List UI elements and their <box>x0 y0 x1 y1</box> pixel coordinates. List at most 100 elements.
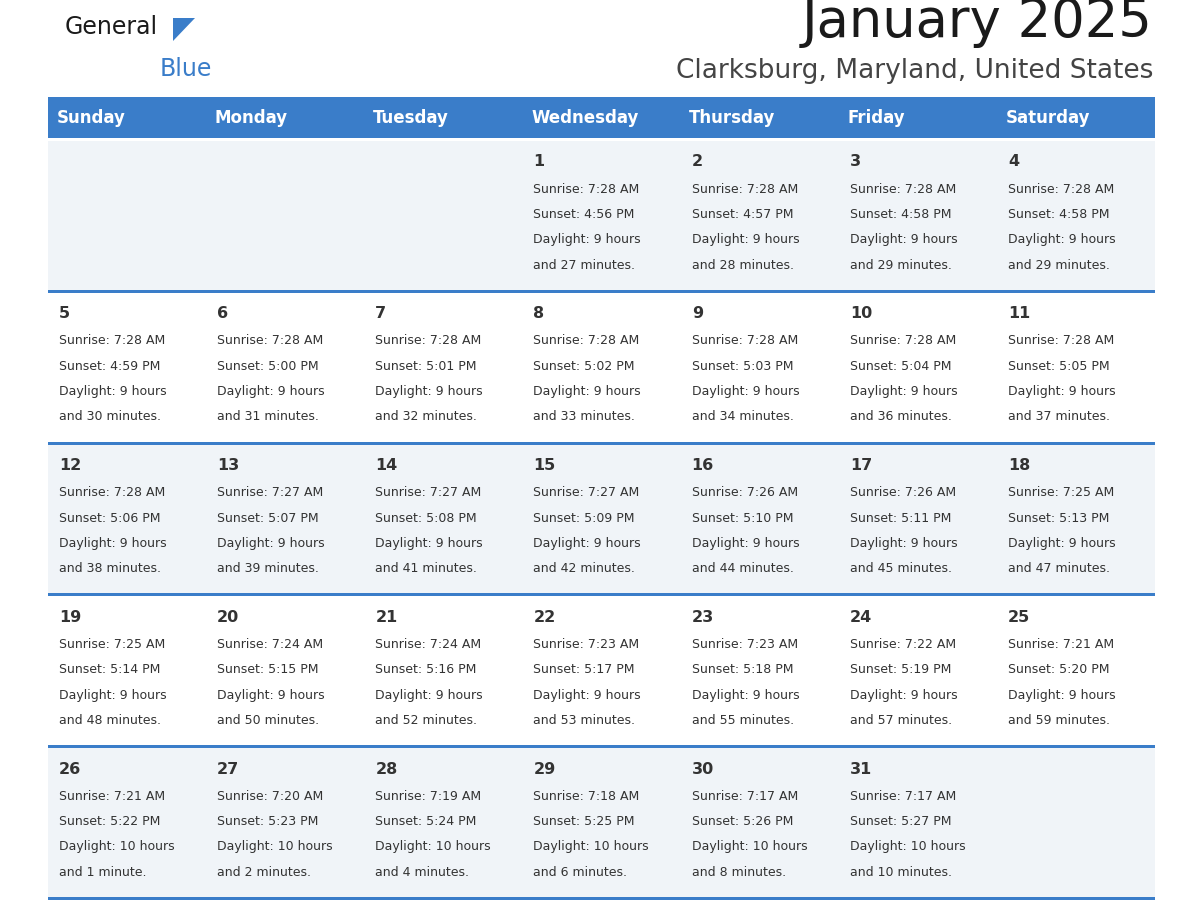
Text: Daylight: 10 hours: Daylight: 10 hours <box>375 841 491 854</box>
Text: Sunrise: 7:27 AM: Sunrise: 7:27 AM <box>217 487 323 499</box>
Text: Sunrise: 7:28 AM: Sunrise: 7:28 AM <box>1007 183 1114 196</box>
Text: Sunrise: 7:21 AM: Sunrise: 7:21 AM <box>1007 638 1114 651</box>
Text: 11: 11 <box>1007 307 1030 321</box>
Text: and 57 minutes.: and 57 minutes. <box>849 714 952 727</box>
Text: and 32 minutes.: and 32 minutes. <box>375 410 478 423</box>
Text: Sunset: 5:06 PM: Sunset: 5:06 PM <box>59 511 160 524</box>
Text: Sunrise: 7:19 AM: Sunrise: 7:19 AM <box>375 789 481 803</box>
Text: Sunrise: 7:27 AM: Sunrise: 7:27 AM <box>533 487 640 499</box>
Text: Sunrise: 7:24 AM: Sunrise: 7:24 AM <box>375 638 481 651</box>
Text: Daylight: 9 hours: Daylight: 9 hours <box>375 688 484 701</box>
Text: Sunset: 5:05 PM: Sunset: 5:05 PM <box>1007 360 1110 373</box>
Text: Sunset: 4:56 PM: Sunset: 4:56 PM <box>533 208 634 221</box>
Text: Sunrise: 7:28 AM: Sunrise: 7:28 AM <box>59 334 165 348</box>
Text: 15: 15 <box>533 458 556 473</box>
Text: Daylight: 9 hours: Daylight: 9 hours <box>533 688 642 701</box>
Text: 1: 1 <box>533 154 544 170</box>
Text: Daylight: 9 hours: Daylight: 9 hours <box>849 233 958 246</box>
Text: and 41 minutes.: and 41 minutes. <box>375 562 478 576</box>
Text: 6: 6 <box>217 307 228 321</box>
Text: and 28 minutes.: and 28 minutes. <box>691 259 794 272</box>
Text: 16: 16 <box>691 458 714 473</box>
Text: Sunset: 4:58 PM: Sunset: 4:58 PM <box>849 208 952 221</box>
Text: 8: 8 <box>533 307 544 321</box>
Text: Sunset: 5:19 PM: Sunset: 5:19 PM <box>849 664 952 677</box>
Text: Sunset: 5:22 PM: Sunset: 5:22 PM <box>59 815 160 828</box>
Text: Sunrise: 7:24 AM: Sunrise: 7:24 AM <box>217 638 323 651</box>
Text: Tuesday: Tuesday <box>373 109 449 127</box>
Text: Daylight: 10 hours: Daylight: 10 hours <box>217 841 333 854</box>
Text: Daylight: 10 hours: Daylight: 10 hours <box>691 841 808 854</box>
Text: Monday: Monday <box>215 109 287 127</box>
Text: Sunrise: 7:28 AM: Sunrise: 7:28 AM <box>59 487 165 499</box>
Text: Daylight: 9 hours: Daylight: 9 hours <box>533 385 642 398</box>
Text: and 37 minutes.: and 37 minutes. <box>1007 410 1110 423</box>
Text: and 31 minutes.: and 31 minutes. <box>217 410 320 423</box>
Text: Wednesday: Wednesday <box>531 109 638 127</box>
Text: Sunrise: 7:21 AM: Sunrise: 7:21 AM <box>59 789 165 803</box>
Text: Sunset: 5:04 PM: Sunset: 5:04 PM <box>849 360 952 373</box>
Text: Daylight: 9 hours: Daylight: 9 hours <box>217 385 324 398</box>
Text: and 4 minutes.: and 4 minutes. <box>375 866 469 879</box>
Text: Daylight: 9 hours: Daylight: 9 hours <box>691 385 800 398</box>
Polygon shape <box>173 17 195 41</box>
Text: 14: 14 <box>375 458 398 473</box>
Text: Sunrise: 7:28 AM: Sunrise: 7:28 AM <box>691 183 798 196</box>
Text: Daylight: 9 hours: Daylight: 9 hours <box>1007 233 1116 246</box>
Text: Daylight: 10 hours: Daylight: 10 hours <box>849 841 966 854</box>
Text: Sunrise: 7:28 AM: Sunrise: 7:28 AM <box>533 334 640 348</box>
Text: Sunrise: 7:28 AM: Sunrise: 7:28 AM <box>1007 334 1114 348</box>
Text: Daylight: 9 hours: Daylight: 9 hours <box>1007 385 1116 398</box>
Text: 3: 3 <box>849 154 861 170</box>
Text: 23: 23 <box>691 610 714 625</box>
Text: Blue: Blue <box>160 57 213 81</box>
Text: Sunset: 4:58 PM: Sunset: 4:58 PM <box>1007 208 1110 221</box>
Text: 9: 9 <box>691 307 703 321</box>
Text: Sunset: 5:13 PM: Sunset: 5:13 PM <box>1007 511 1110 524</box>
Text: and 33 minutes.: and 33 minutes. <box>533 410 636 423</box>
Text: Sunset: 4:57 PM: Sunset: 4:57 PM <box>691 208 794 221</box>
Text: 18: 18 <box>1007 458 1030 473</box>
Text: 30: 30 <box>691 762 714 777</box>
Text: Sunset: 5:07 PM: Sunset: 5:07 PM <box>217 511 318 524</box>
Text: Sunset: 5:01 PM: Sunset: 5:01 PM <box>375 360 476 373</box>
Text: Sunrise: 7:22 AM: Sunrise: 7:22 AM <box>849 638 956 651</box>
Text: Sunset: 5:18 PM: Sunset: 5:18 PM <box>691 664 794 677</box>
Text: 24: 24 <box>849 610 872 625</box>
Text: Sunset: 5:17 PM: Sunset: 5:17 PM <box>533 664 636 677</box>
Text: and 45 minutes.: and 45 minutes. <box>849 562 952 576</box>
Text: and 50 minutes.: and 50 minutes. <box>217 714 320 727</box>
Text: Sunrise: 7:17 AM: Sunrise: 7:17 AM <box>691 789 798 803</box>
Text: Sunrise: 7:25 AM: Sunrise: 7:25 AM <box>1007 487 1114 499</box>
Text: and 29 minutes.: and 29 minutes. <box>849 259 952 272</box>
Text: 5: 5 <box>59 307 70 321</box>
Text: Sunset: 5:14 PM: Sunset: 5:14 PM <box>59 664 160 677</box>
Text: General: General <box>65 16 158 39</box>
Text: Sunset: 5:26 PM: Sunset: 5:26 PM <box>691 815 794 828</box>
Text: Sunrise: 7:23 AM: Sunrise: 7:23 AM <box>533 638 639 651</box>
Text: Daylight: 9 hours: Daylight: 9 hours <box>1007 688 1116 701</box>
Text: Sunrise: 7:28 AM: Sunrise: 7:28 AM <box>849 334 956 348</box>
Text: Daylight: 9 hours: Daylight: 9 hours <box>691 688 800 701</box>
Text: Sunset: 5:10 PM: Sunset: 5:10 PM <box>691 511 794 524</box>
Text: and 6 minutes.: and 6 minutes. <box>533 866 627 879</box>
Text: Saturday: Saturday <box>1005 109 1091 127</box>
Text: Sunrise: 7:28 AM: Sunrise: 7:28 AM <box>533 183 640 196</box>
Text: 10: 10 <box>849 307 872 321</box>
Text: Daylight: 9 hours: Daylight: 9 hours <box>533 537 642 550</box>
Text: and 36 minutes.: and 36 minutes. <box>849 410 952 423</box>
Text: and 34 minutes.: and 34 minutes. <box>691 410 794 423</box>
Text: and 47 minutes.: and 47 minutes. <box>1007 562 1110 576</box>
Text: Daylight: 9 hours: Daylight: 9 hours <box>217 688 324 701</box>
Text: and 53 minutes.: and 53 minutes. <box>533 714 636 727</box>
Text: Sunrise: 7:23 AM: Sunrise: 7:23 AM <box>691 638 798 651</box>
Text: Sunrise: 7:26 AM: Sunrise: 7:26 AM <box>691 487 798 499</box>
Text: 29: 29 <box>533 762 556 777</box>
Text: 27: 27 <box>217 762 240 777</box>
Text: 12: 12 <box>59 458 81 473</box>
Text: 19: 19 <box>59 610 81 625</box>
Text: Sunrise: 7:28 AM: Sunrise: 7:28 AM <box>375 334 481 348</box>
Text: 17: 17 <box>849 458 872 473</box>
Text: and 30 minutes.: and 30 minutes. <box>59 410 162 423</box>
Text: and 55 minutes.: and 55 minutes. <box>691 714 794 727</box>
